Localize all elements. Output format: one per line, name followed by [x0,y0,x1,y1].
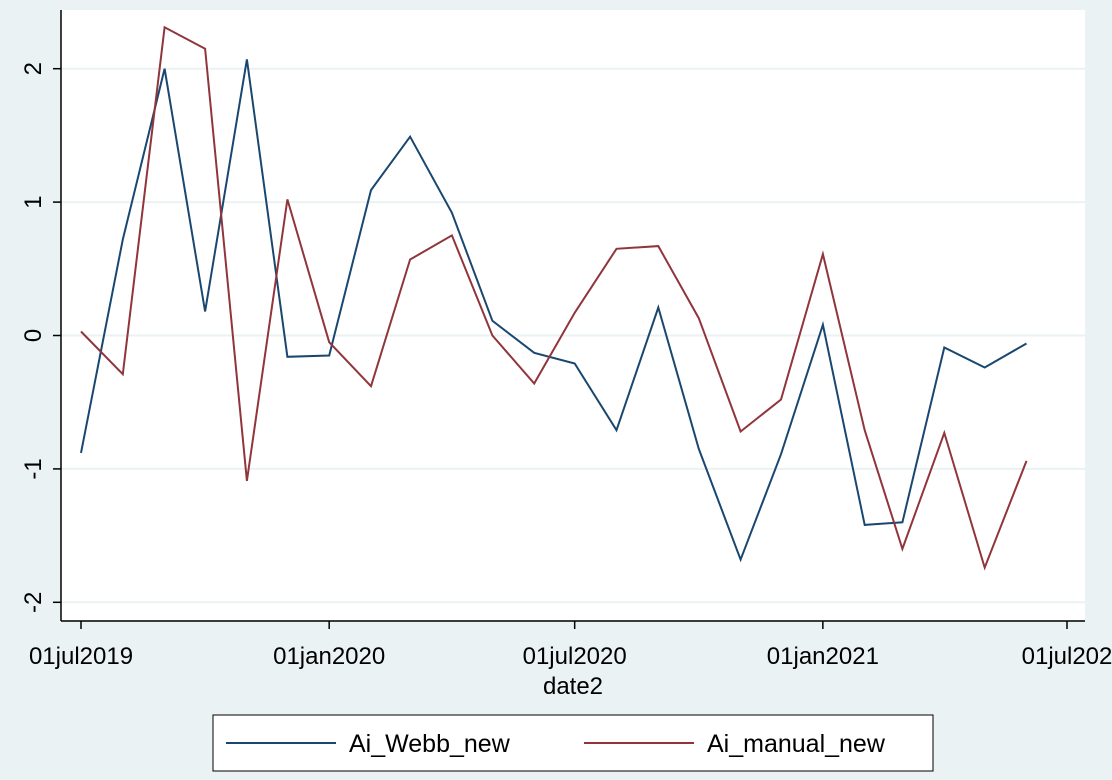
x-tick-label: 01jul2020 [523,643,627,670]
x-axis: 01jul2019 01jan2020 01jul2020 01jan2021 01ju… [29,621,1112,670]
x-tick-label: 01jul202 [1022,643,1112,670]
y-tick-label: -1 [20,458,47,479]
series-line-ai-webb-new [80,59,1027,563]
x-tick-label: 01jan2020 [273,643,385,670]
series-line-ai-manual-new [80,25,1028,571]
y-tick-label: 2 [20,62,47,75]
x-tick-label: 01jul2019 [29,643,133,670]
legend: Ai_Webb_new Ai_manual_new [212,714,934,772]
grid-lines [61,67,1085,604]
x-axis-title: date2 [543,673,603,700]
series-lines [80,25,1028,571]
legend-label-ai-manual-new: Ai_manual_new [707,730,886,758]
legend-label-ai-webb-new: Ai_Webb_new [349,730,511,758]
y-axis: -2 -1 0 1 2 [20,62,61,613]
x-tick-label: 01jan2021 [767,643,879,670]
y-tick-label: 0 [20,329,47,342]
y-tick-label: 1 [20,195,47,208]
y-tick-label: -2 [20,592,47,613]
